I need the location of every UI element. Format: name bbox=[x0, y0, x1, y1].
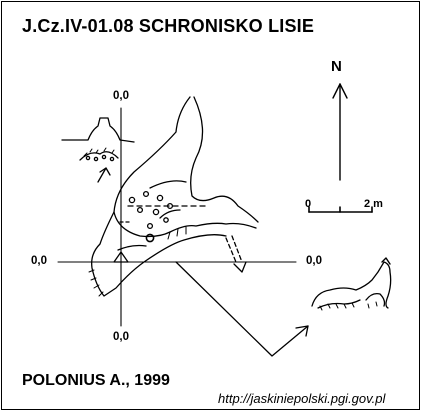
cross-section-right bbox=[311, 257, 392, 311]
north-label: N bbox=[331, 58, 342, 75]
scale-bar bbox=[308, 206, 373, 213]
coordinate-bottom: 0,0 bbox=[113, 331, 129, 343]
cross-section-top bbox=[61, 117, 135, 183]
cave-plan-outline bbox=[88, 96, 259, 297]
coordinate-top: 0,0 bbox=[113, 90, 129, 102]
coordinate-left: 0,0 bbox=[31, 255, 47, 267]
datum-triangle-icon bbox=[113, 251, 129, 263]
author-credit: POLONIUS A., 1999 bbox=[22, 372, 170, 389]
map-title: J.Cz.IV-01.08 SCHRONISKO LISIE bbox=[22, 16, 315, 36]
dashed-exit-arrow bbox=[225, 235, 247, 273]
scale-bar-end-label: 2 m bbox=[364, 198, 383, 210]
leader-line-arrow bbox=[175, 261, 309, 357]
north-arrow-icon bbox=[332, 83, 348, 181]
coordinate-right: 0,0 bbox=[306, 255, 322, 267]
scale-bar-start-label: 0 bbox=[305, 198, 312, 210]
source-link[interactable]: http://jaskiniepolski.pgi.gov.pl bbox=[218, 391, 386, 406]
reference-axes bbox=[57, 107, 297, 327]
